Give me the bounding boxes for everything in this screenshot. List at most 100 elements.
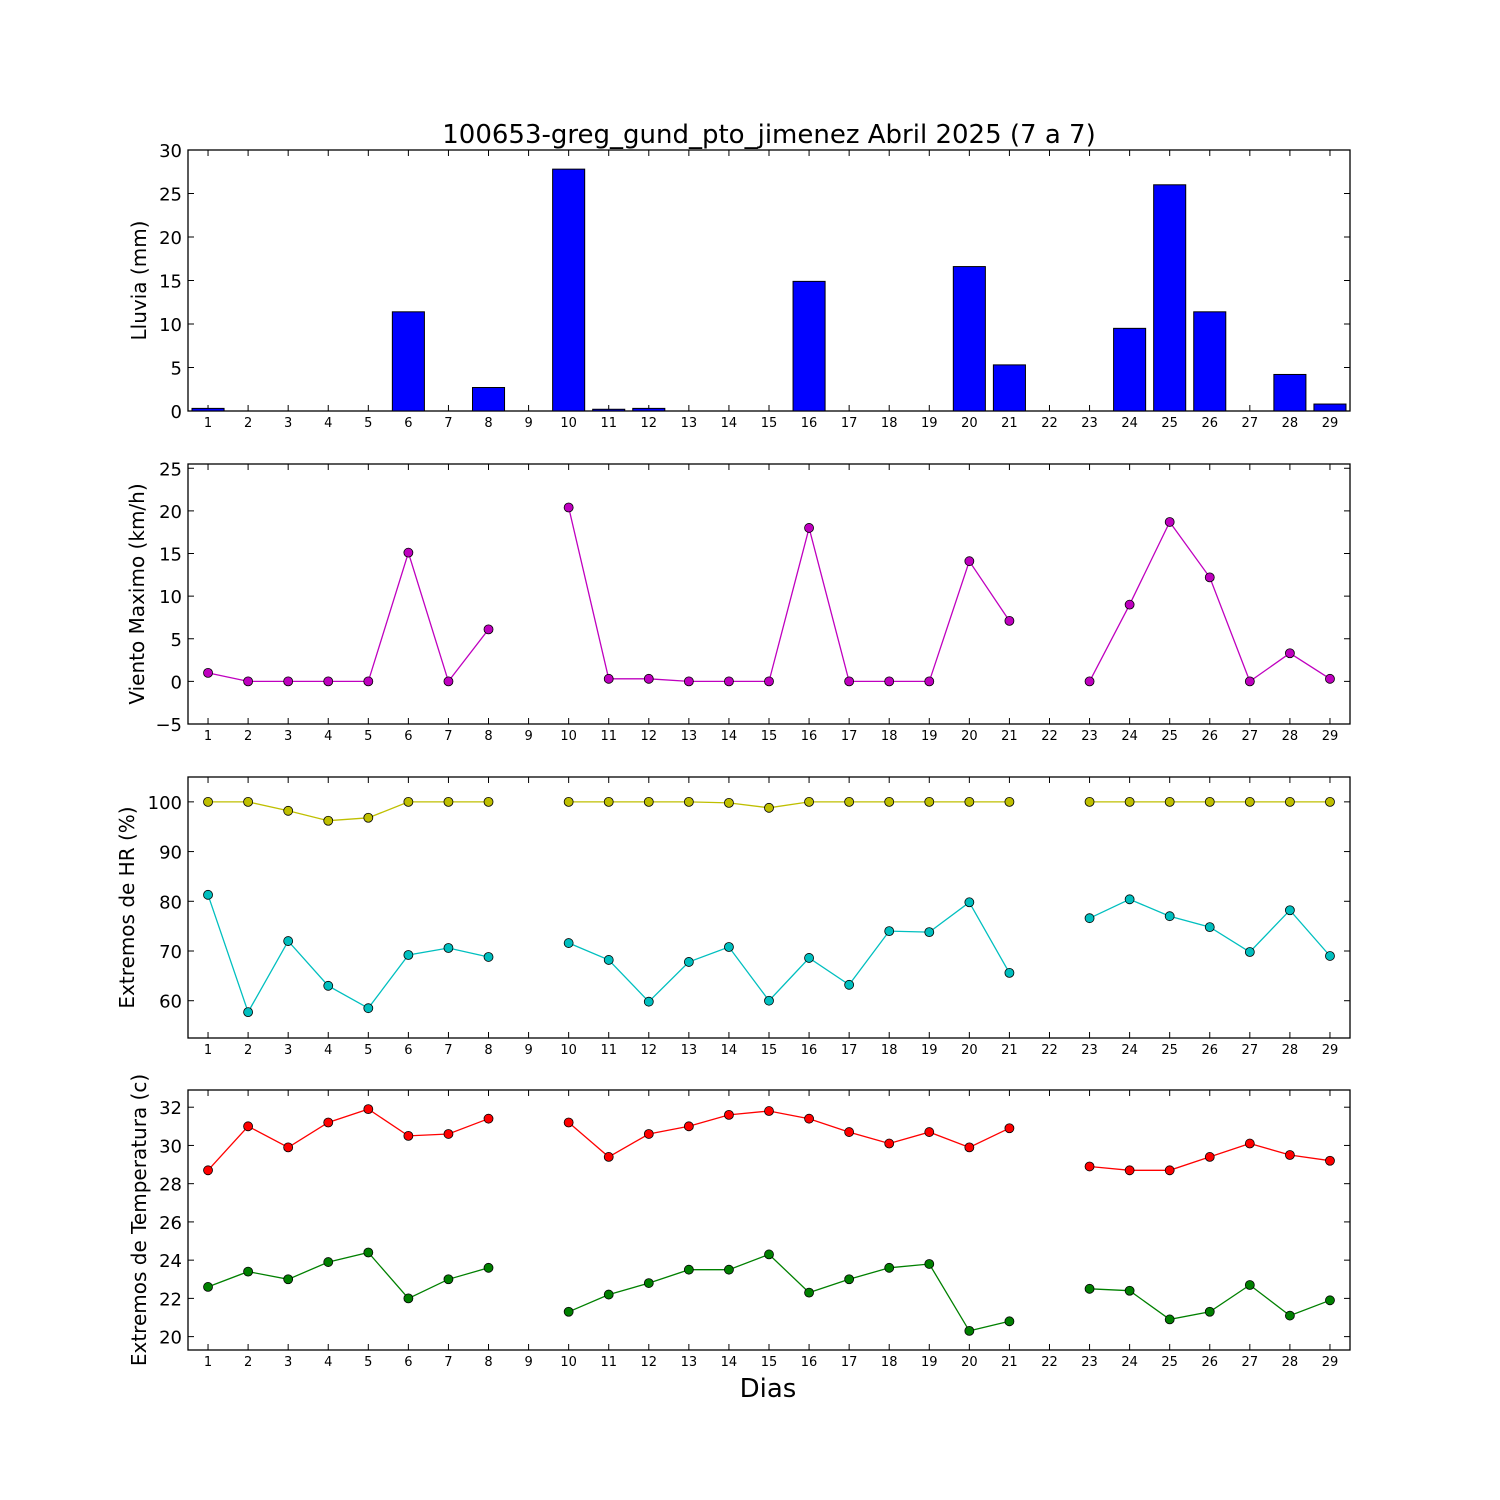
x-tick-label: 26	[1201, 729, 1218, 744]
series-1-point-day-18	[884, 796, 895, 807]
x-tick-label: 1	[204, 1355, 212, 1370]
series-2-point-day-10	[563, 938, 574, 948]
y-tick-label: 28	[159, 1175, 182, 1196]
x-tick-label: 16	[801, 416, 818, 431]
series-1-point-day-8	[483, 1113, 494, 1124]
x-tick-label: 26	[1201, 1355, 1218, 1370]
y-tick-label: 5	[171, 359, 182, 380]
series-2-point-day-27	[1244, 1280, 1255, 1290]
series-2-point-day-26	[1204, 1306, 1215, 1317]
series-2-point-day-5	[363, 1003, 374, 1014]
x-tick-label: 9	[524, 1043, 532, 1058]
x-tick-label: 25	[1161, 416, 1178, 431]
series-1-point-day-14	[724, 1109, 734, 1120]
series-1-point-day-28	[1284, 648, 1295, 659]
bar-day-25	[1153, 184, 1187, 412]
series-2-point-day-18	[884, 926, 895, 937]
x-tick-label: 27	[1242, 1043, 1259, 1058]
y-axis-label: Lluvia (mm)	[127, 221, 151, 341]
x-tick-label: 15	[761, 729, 778, 744]
x-tick-label: 13	[681, 416, 698, 431]
x-tick-label: 10	[560, 416, 577, 431]
x-tick-label: 12	[641, 729, 658, 744]
series-2-point-day-20	[964, 1325, 975, 1336]
series-1-point-day-17	[844, 1127, 855, 1137]
x-tick-label: 22	[1041, 1355, 1058, 1370]
x-tick-label: 17	[841, 1043, 858, 1058]
x-tick-label: 3	[284, 416, 292, 431]
series-1-point-day-17	[844, 796, 855, 807]
series-2-point-day-21	[1004, 1316, 1015, 1327]
x-tick-label: 24	[1121, 1043, 1138, 1058]
series-1-point-day-23	[1084, 1161, 1095, 1172]
y-tick-label: 26	[159, 1213, 182, 1234]
y-tick-label: 15	[159, 272, 182, 293]
bar-day-1	[191, 407, 225, 412]
x-tick-label: 15	[761, 416, 778, 431]
series-2-point-day-20	[964, 897, 975, 908]
y-axis-label: Extremos de HR (%)	[115, 806, 139, 1008]
y-tick-label: 24	[159, 1251, 182, 1272]
y-tick-label: 60	[159, 992, 182, 1013]
x-tick-label: 15	[761, 1355, 778, 1370]
series-1-point-day-23	[1084, 796, 1095, 807]
series-2-point-day-19	[924, 1259, 935, 1269]
bar-day-16	[792, 280, 826, 412]
series-2-point-day-25	[1164, 1314, 1175, 1325]
series-1-point-day-25	[1164, 796, 1175, 807]
x-tick-label: 14	[721, 729, 738, 744]
x-tick-label: 6	[404, 1355, 412, 1370]
x-tick-label: 20	[961, 416, 978, 431]
x-tick-label: 7	[444, 1355, 452, 1370]
series-1-point-day-18	[884, 1138, 895, 1149]
x-tick-label: 1	[204, 416, 212, 431]
x-tick-label: 25	[1161, 1043, 1178, 1058]
x-tick-label: 6	[404, 729, 412, 744]
series-1-point-day-26	[1204, 796, 1215, 807]
y-tick-label: 30	[159, 141, 182, 162]
series-2-point-day-26	[1204, 922, 1215, 933]
y-tick-label: 20	[159, 228, 182, 249]
series-2-point-day-19	[924, 927, 935, 938]
series-1-point-day-26	[1204, 1152, 1215, 1162]
x-tick-label: 18	[881, 1043, 898, 1058]
x-tick-label: 16	[801, 1043, 818, 1058]
y-tick-label: 10	[159, 587, 182, 608]
x-tick-label: 8	[484, 416, 492, 431]
series-1-point-day-27	[1244, 1138, 1255, 1149]
series-1-point-day-15	[764, 802, 774, 813]
series-line-1	[207, 1108, 1331, 1171]
x-tick-label: 11	[600, 416, 617, 431]
y-tick-label: 22	[159, 1289, 182, 1310]
x-tick-label: 24	[1121, 416, 1138, 431]
series-2-point-day-6	[403, 1293, 414, 1304]
x-tick-label: 22	[1041, 729, 1058, 744]
x-tick-label: 28	[1282, 1355, 1299, 1370]
series-1-point-day-12	[643, 1129, 654, 1139]
series-1-point-day-14	[724, 797, 734, 808]
series-1-point-day-13	[683, 676, 694, 687]
x-tick-label: 27	[1242, 729, 1259, 744]
x-tick-label: 12	[641, 1043, 658, 1058]
series-1-point-day-3	[283, 1142, 294, 1153]
x-tick-label: 11	[600, 1043, 617, 1058]
series-1-point-day-8	[483, 624, 494, 635]
series-1-point-day-29	[1325, 1155, 1335, 1166]
y-tick-label: 30	[159, 1136, 182, 1157]
x-tick-label: 29	[1322, 1043, 1339, 1058]
series-2-point-day-3	[283, 1274, 294, 1285]
series-1-point-day-1	[203, 796, 213, 807]
y-tick-label: 0	[171, 402, 182, 423]
x-tick-label: 19	[921, 416, 938, 431]
series-1-point-day-21	[1004, 796, 1015, 807]
x-tick-label: 8	[484, 729, 492, 744]
series-2-point-day-4	[323, 980, 334, 991]
x-tick-label: 10	[560, 1355, 577, 1370]
series-1-point-day-20	[964, 1142, 975, 1153]
series-1-point-day-5	[363, 1104, 374, 1115]
series-2-point-day-12	[643, 996, 654, 1007]
series-2-point-day-1	[203, 889, 213, 900]
series-2-point-day-4	[323, 1257, 334, 1267]
x-tick-label: 2	[244, 416, 252, 431]
